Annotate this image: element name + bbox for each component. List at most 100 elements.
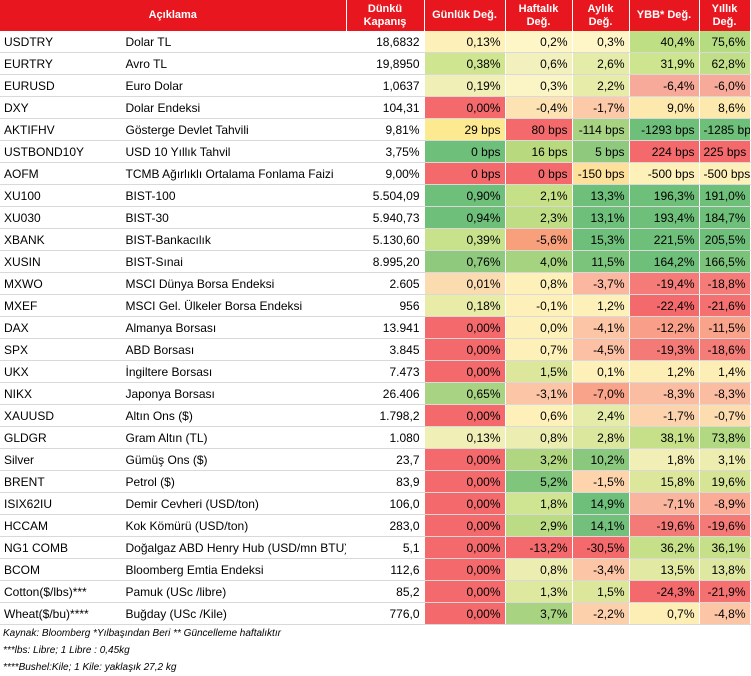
monthly-change: 2,8% [572, 426, 630, 449]
instrument-description: Gram Altın (TL) [121, 426, 347, 449]
yearly-change: 36,1% [699, 536, 751, 559]
instrument-code: DAX [0, 316, 122, 339]
yearly-change: -8,3% [699, 382, 751, 405]
weekly-change: 0,8% [505, 558, 573, 581]
weekly-change: 1,3% [505, 580, 573, 603]
table-row: ISIX62IU Demir Cevheri (USD/ton) 106,0 0,00… [0, 492, 751, 515]
instrument-description: USD 10 Yıllık Tahvil [121, 140, 347, 163]
instrument-description: BIST-30 [121, 206, 347, 229]
ytd-change: 38,1% [629, 426, 700, 449]
instrument-code: XAUUSD [0, 404, 122, 427]
previous-close: 13.941 [346, 316, 425, 339]
ytd-change: 1,2% [629, 360, 700, 383]
daily-change: 0,00% [424, 448, 506, 471]
monthly-change: 11,5% [572, 250, 630, 273]
table-row: BRENT Petrol ($) 83,9 0,00% 5,2% -1,5% 15,8% 19… [0, 470, 751, 493]
weekly-change: -3,1% [505, 382, 573, 405]
weekly-change: 1,5% [505, 360, 573, 383]
monthly-change: -4,1% [572, 316, 630, 339]
yearly-change: -0,7% [699, 404, 751, 427]
previous-close: 5,1 [346, 536, 425, 559]
previous-close: 3,75% [346, 140, 425, 163]
table-row: MXWO MSCI Dünya Borsa Endeksi 2.605 0,01% 0,… [0, 272, 751, 295]
ytd-change: -24,3% [629, 580, 700, 603]
instrument-description: Kok Kömürü (USD/ton) [121, 514, 347, 537]
ytd-change: 31,9% [629, 52, 700, 75]
instrument-description: BIST-100 [121, 184, 347, 207]
daily-change: 0,39% [424, 228, 506, 251]
weekly-change: 0,7% [505, 338, 573, 361]
weekly-change: 3,7% [505, 602, 573, 625]
ytd-change: 221,5% [629, 228, 700, 251]
instrument-description: ABD Borsası [121, 338, 347, 361]
daily-change: 0,18% [424, 294, 506, 317]
previous-close: 85,2 [346, 580, 425, 603]
instrument-code: XU030 [0, 206, 122, 229]
yearly-change: -6,0% [699, 74, 751, 97]
table-row: SPX ABD Borsası 3.845 0,00% 0,7% -4,5% -19,3% -… [0, 338, 751, 361]
weekly-change: 3,2% [505, 448, 573, 471]
monthly-change: -30,5% [572, 536, 630, 559]
monthly-change: -114 bps [572, 118, 630, 141]
table-row: HCCAM Kok Kömürü (USD/ton) 283,0 0,00% 2,9% 1… [0, 514, 751, 537]
previous-close: 112,6 [346, 558, 425, 581]
weekly-change: 5,2% [505, 470, 573, 493]
weekly-change: 16 bps [505, 140, 573, 163]
previous-close: 5.504,09 [346, 184, 425, 207]
instrument-description: BIST-Bankacılık [121, 228, 347, 251]
previous-close: 1,0637 [346, 74, 425, 97]
daily-change: 0,94% [424, 206, 506, 229]
weekly-change: 0 bps [505, 162, 573, 185]
daily-change: 0,00% [424, 492, 506, 515]
ytd-change: 164,2% [629, 250, 700, 273]
yearly-change: 73,8% [699, 426, 751, 449]
yearly-change: -1285 bps [699, 118, 751, 141]
daily-change: 0,00% [424, 96, 506, 119]
previous-close: 1.798,2 [346, 404, 425, 427]
previous-close: 2.605 [346, 272, 425, 295]
instrument-code: MXEF [0, 294, 122, 317]
table-row: MXEF MSCI Gel. Ülkeler Borsa Endeksi 956 0,… [0, 294, 751, 317]
ytd-change: -22,4% [629, 294, 700, 317]
yearly-change: 75,6% [699, 31, 751, 53]
table-row: DAX Almanya Borsası 13.941 0,00% 0,0% -4,1% -1… [0, 316, 751, 339]
instrument-code: HCCAM [0, 514, 122, 537]
monthly-change: -7,0% [572, 382, 630, 405]
instrument-description: Dolar TL [121, 31, 347, 53]
instrument-code: XU100 [0, 184, 122, 207]
monthly-change: 0,3% [572, 31, 630, 53]
header-monthly: Aylık Değ. [572, 0, 630, 31]
ytd-change: 1,8% [629, 448, 700, 471]
daily-change: 0,00% [424, 316, 506, 339]
instrument-description: İngiltere Borsası [121, 360, 347, 383]
instrument-code: EURUSD [0, 74, 122, 97]
instrument-description: Almanya Borsası [121, 316, 347, 339]
ytd-change: 15,8% [629, 470, 700, 493]
monthly-change: 1,5% [572, 580, 630, 603]
instrument-description: Altın Ons ($) [121, 404, 347, 427]
yearly-change: 191,0% [699, 184, 751, 207]
ytd-change: 0,7% [629, 602, 700, 625]
monthly-change: 14,1% [572, 514, 630, 537]
footnote-libre: ***lbs: Libre; 1 Libre : 0,45kg [3, 645, 130, 656]
instrument-description: Buğday (USc /Kile) [121, 602, 347, 625]
previous-close: 83,9 [346, 470, 425, 493]
instrument-code: AKTIFHV [0, 118, 122, 141]
daily-change: 29 bps [424, 118, 506, 141]
ytd-change: -6,4% [629, 74, 700, 97]
weekly-change: -0,1% [505, 294, 573, 317]
table-row: GLDGR Gram Altın (TL) 1.080 0,13% 0,8% 2,8% 38… [0, 426, 751, 449]
instrument-description: MSCI Gel. Ülkeler Borsa Endeksi [121, 294, 347, 317]
instrument-description: Avro TL [121, 52, 347, 75]
ytd-change: -7,1% [629, 492, 700, 515]
yearly-change: 1,4% [699, 360, 751, 383]
table-row: Cotton($/lbs)*** Pamuk (USc /libre) 85,2 0,… [0, 580, 751, 603]
monthly-change: -1,5% [572, 470, 630, 493]
instrument-code: XBANK [0, 228, 122, 251]
instrument-code: Silver [0, 448, 122, 471]
weekly-change: 0,8% [505, 272, 573, 295]
instrument-description: Gösterge Devlet Tahvili [121, 118, 347, 141]
daily-change: 0,00% [424, 602, 506, 625]
previous-close: 8.995,20 [346, 250, 425, 273]
ytd-change: -12,2% [629, 316, 700, 339]
